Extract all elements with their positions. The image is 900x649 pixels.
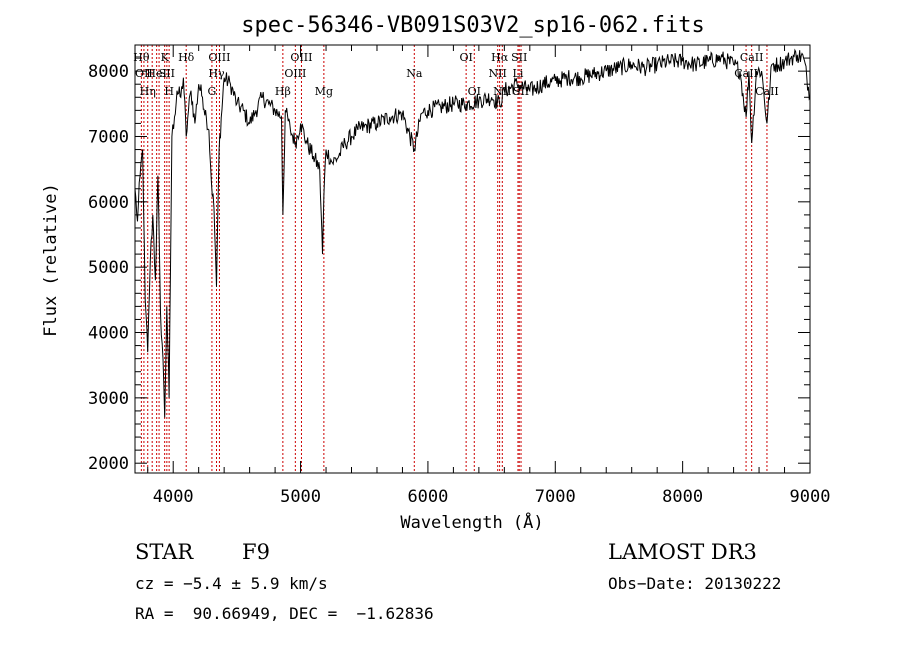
x-tick-label: 7000 (535, 487, 576, 507)
line-marker-label: K (161, 51, 170, 64)
y-tick-label: 5000 (88, 258, 129, 278)
line-marker-label: Hθ (133, 51, 150, 64)
survey-name: LAMOST DR3 (608, 540, 757, 564)
y-tick-label: 6000 (88, 193, 129, 213)
x-axis-label: Wavelength (Å) (400, 511, 543, 533)
object-class: STAR (135, 540, 194, 564)
spectral-line-labels: Hθ OII Hη HeI K SII H Hδ G Hγ OIII Hβ OIII OIII Mg Na OI… (133, 51, 779, 98)
y-axis-ticks: 2000 3000 4000 5000 6000 7000 8000 (88, 57, 810, 474)
line-marker-label: OI (468, 85, 481, 98)
spectrum-line (134, 48, 811, 418)
line-marker-label: CaII (755, 85, 779, 98)
x-axis-ticks: 4000 5000 6000 7000 8000 9000 (147, 45, 831, 507)
object-subclass: F9 (242, 540, 270, 564)
obs-date: Obs−Date: 20130222 (608, 574, 782, 593)
line-marker-label: HeI (146, 67, 166, 80)
line-marker-label: SII (513, 85, 529, 98)
spectral-line-markers (140, 45, 768, 473)
line-marker-label: SII (511, 51, 527, 64)
chart-title: spec-56346-VB091S03V2_sp16-062.fits (241, 13, 705, 38)
line-marker-label: Hα (491, 51, 509, 64)
line-marker-label: Hη (140, 85, 156, 98)
line-marker-label: G (208, 85, 217, 98)
line-marker-label: Mg (315, 85, 333, 98)
x-tick-label: 4000 (153, 487, 194, 507)
line-marker-label: OIII (208, 51, 230, 64)
line-marker-label: Li (513, 67, 524, 80)
line-marker-label: SII (159, 67, 175, 80)
line-marker-label: CaII (740, 51, 764, 64)
y-tick-label: 3000 (88, 389, 129, 409)
line-marker-label: OI (459, 51, 472, 64)
line-marker-label: Hβ (275, 85, 291, 98)
y-tick-label: 8000 (88, 62, 129, 82)
line-marker-label: Na (406, 67, 423, 80)
line-marker-label: Hδ (178, 51, 195, 64)
line-marker-label: H (164, 85, 174, 98)
plot-frame (134, 44, 811, 474)
redshift-cz: cz = −5.4 ± 5.9 km/s (135, 574, 328, 593)
x-tick-label: 8000 (662, 487, 703, 507)
line-marker-label: OII (135, 67, 153, 80)
line-marker-label: OIII (290, 51, 312, 64)
x-tick-label: 9000 (790, 487, 831, 507)
y-tick-label: 7000 (88, 127, 129, 147)
x-tick-label: 5000 (280, 487, 321, 507)
line-marker-label: OIII (284, 67, 306, 80)
y-axis-label: Flux (relative) (41, 183, 61, 337)
ra-dec: RA = 90.66949, DEC = −1.62836 (135, 604, 434, 623)
line-marker-label: Hγ (208, 67, 225, 80)
x-tick-label: 6000 (407, 487, 448, 507)
line-marker-label: NII (489, 67, 507, 80)
y-tick-label: 4000 (88, 324, 129, 344)
y-tick-label: 2000 (88, 454, 129, 474)
